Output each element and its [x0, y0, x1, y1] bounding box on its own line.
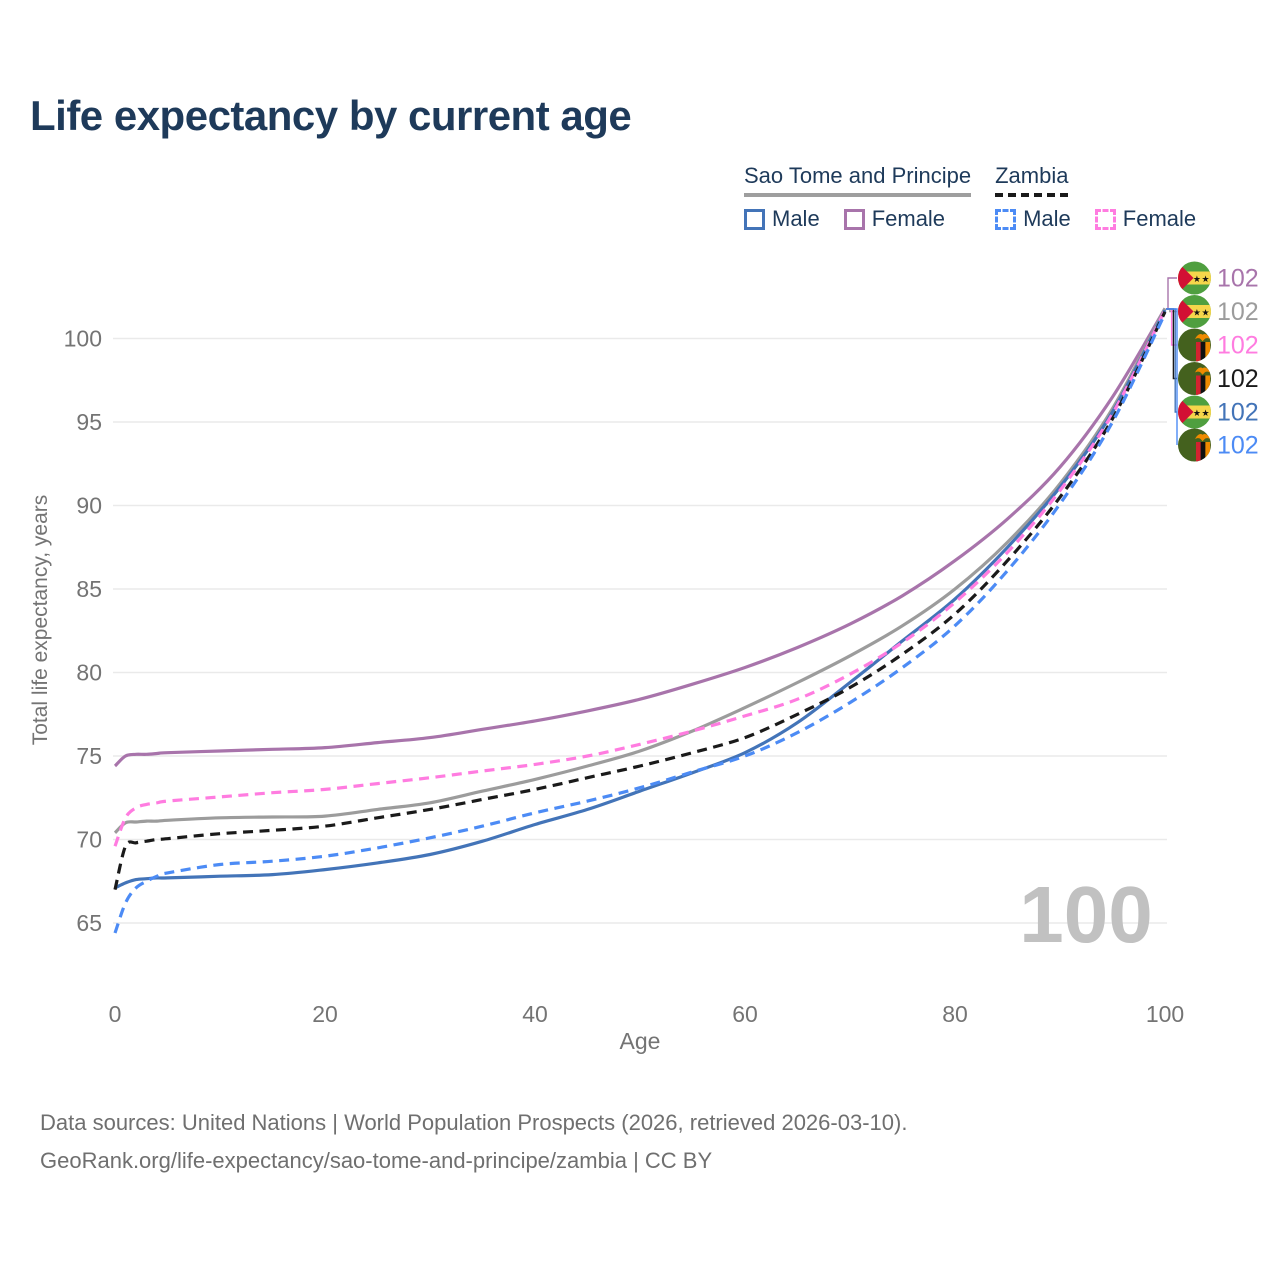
end-value-label-zambia-female: 102: [1217, 332, 1259, 360]
legend-group-zambia: Zambia Male Female: [995, 163, 1197, 232]
attribution-note: GeoRank.org/life-expectancy/sao-tome-and…: [40, 1148, 713, 1173]
end-value-label-zambia-both-sexes: 102: [1217, 365, 1259, 393]
x-tick-label-0: 0: [109, 1001, 122, 1027]
series-line-sao-tome-and-principe-both-sexes[interactable]: [113, 307, 1167, 834]
x-tick-label-100: 100: [1146, 1001, 1184, 1027]
sao-tome-and-principe-flag-icon: [1178, 396, 1211, 429]
legend-swatch-stp-male-icon: [744, 208, 765, 230]
page-title: Life expectancy by current age: [30, 92, 632, 139]
y-tick-label-75: 75: [76, 743, 102, 769]
end-value-label-sao-tome-and-principe-female: 102: [1217, 265, 1259, 293]
legend-swatch-stp-female-icon: [843, 208, 865, 230]
y-tick-label-95: 95: [76, 409, 102, 435]
zambia-flag-icon: [1178, 362, 1211, 396]
y-axis-title: Total life expectancy, years: [29, 495, 52, 746]
x-tick-label-40: 40: [522, 1001, 548, 1027]
y-tick-label-65: 65: [76, 910, 102, 936]
legend-label-stp-female: Female: [871, 206, 946, 232]
legend-country-zambia[interactable]: Zambia: [995, 163, 1069, 198]
leader-line-sao-tome-and-principe-female: [1166, 277, 1177, 310]
y-tick-label-90: 90: [76, 493, 102, 519]
y-tick-label-85: 85: [76, 576, 102, 602]
x-tick-label-80: 80: [942, 1001, 968, 1027]
legend-country-sao-tome[interactable]: Sao Tome and Principe: [744, 163, 972, 198]
series-line-sao-tome-and-principe-female[interactable]: [113, 307, 1167, 768]
end-value-label-zambia-male: 102: [1217, 432, 1259, 460]
legend-item-zambia-female[interactable]: Female: [1094, 206, 1197, 232]
x-tick-label-20: 20: [312, 1001, 338, 1027]
y-tick-label-80: 80: [76, 660, 102, 686]
legend-item-stp-female[interactable]: Female: [843, 206, 946, 232]
end-value-label-sao-tome-and-principe-both-sexes: 102: [1217, 298, 1259, 326]
x-axis-title: Age: [620, 1028, 661, 1054]
series-line-zambia-female[interactable]: [113, 309, 1167, 847]
legend-label-stp-male: Male: [772, 206, 820, 232]
legend-swatch-zambia-male-icon: [995, 208, 1017, 230]
age-watermark: 100: [1019, 870, 1152, 959]
legend-label-zambia-female: Female: [1122, 206, 1197, 232]
legend-item-zambia-male[interactable]: Male: [995, 206, 1071, 232]
legend-item-stp-male[interactable]: Male: [744, 206, 820, 232]
x-tick-label-60: 60: [732, 1001, 758, 1027]
data-sources-note: Data sources: United Nations | World Pop…: [40, 1110, 908, 1135]
zambia-flag-icon: [1178, 429, 1211, 463]
end-value-label-sao-tome-and-principe-male: 102: [1217, 399, 1259, 427]
legend-swatch-zambia-female-icon: [1094, 208, 1116, 230]
legend-group-sao-tome: Sao Tome and Principe Male Female: [744, 163, 972, 232]
y-tick-label-100: 100: [64, 326, 102, 352]
series-line-sao-tome-and-principe-male[interactable]: [114, 309, 1167, 890]
series-line-zambia-both-sexes[interactable]: [113, 311, 1167, 890]
y-tick-label-70: 70: [76, 827, 102, 853]
leader-line-zambia-male: [1166, 308, 1178, 445]
series-line-zambia-male[interactable]: [113, 312, 1167, 934]
sao-tome-and-principe-flag-icon: [1178, 295, 1211, 328]
sao-tome-and-principe-flag-icon: [1178, 262, 1211, 295]
legend-label-zambia-male: Male: [1023, 206, 1071, 232]
chart-legend: Sao Tome and Principe Male Female Zambia…: [744, 163, 1197, 232]
zambia-flag-icon: [1178, 329, 1211, 363]
